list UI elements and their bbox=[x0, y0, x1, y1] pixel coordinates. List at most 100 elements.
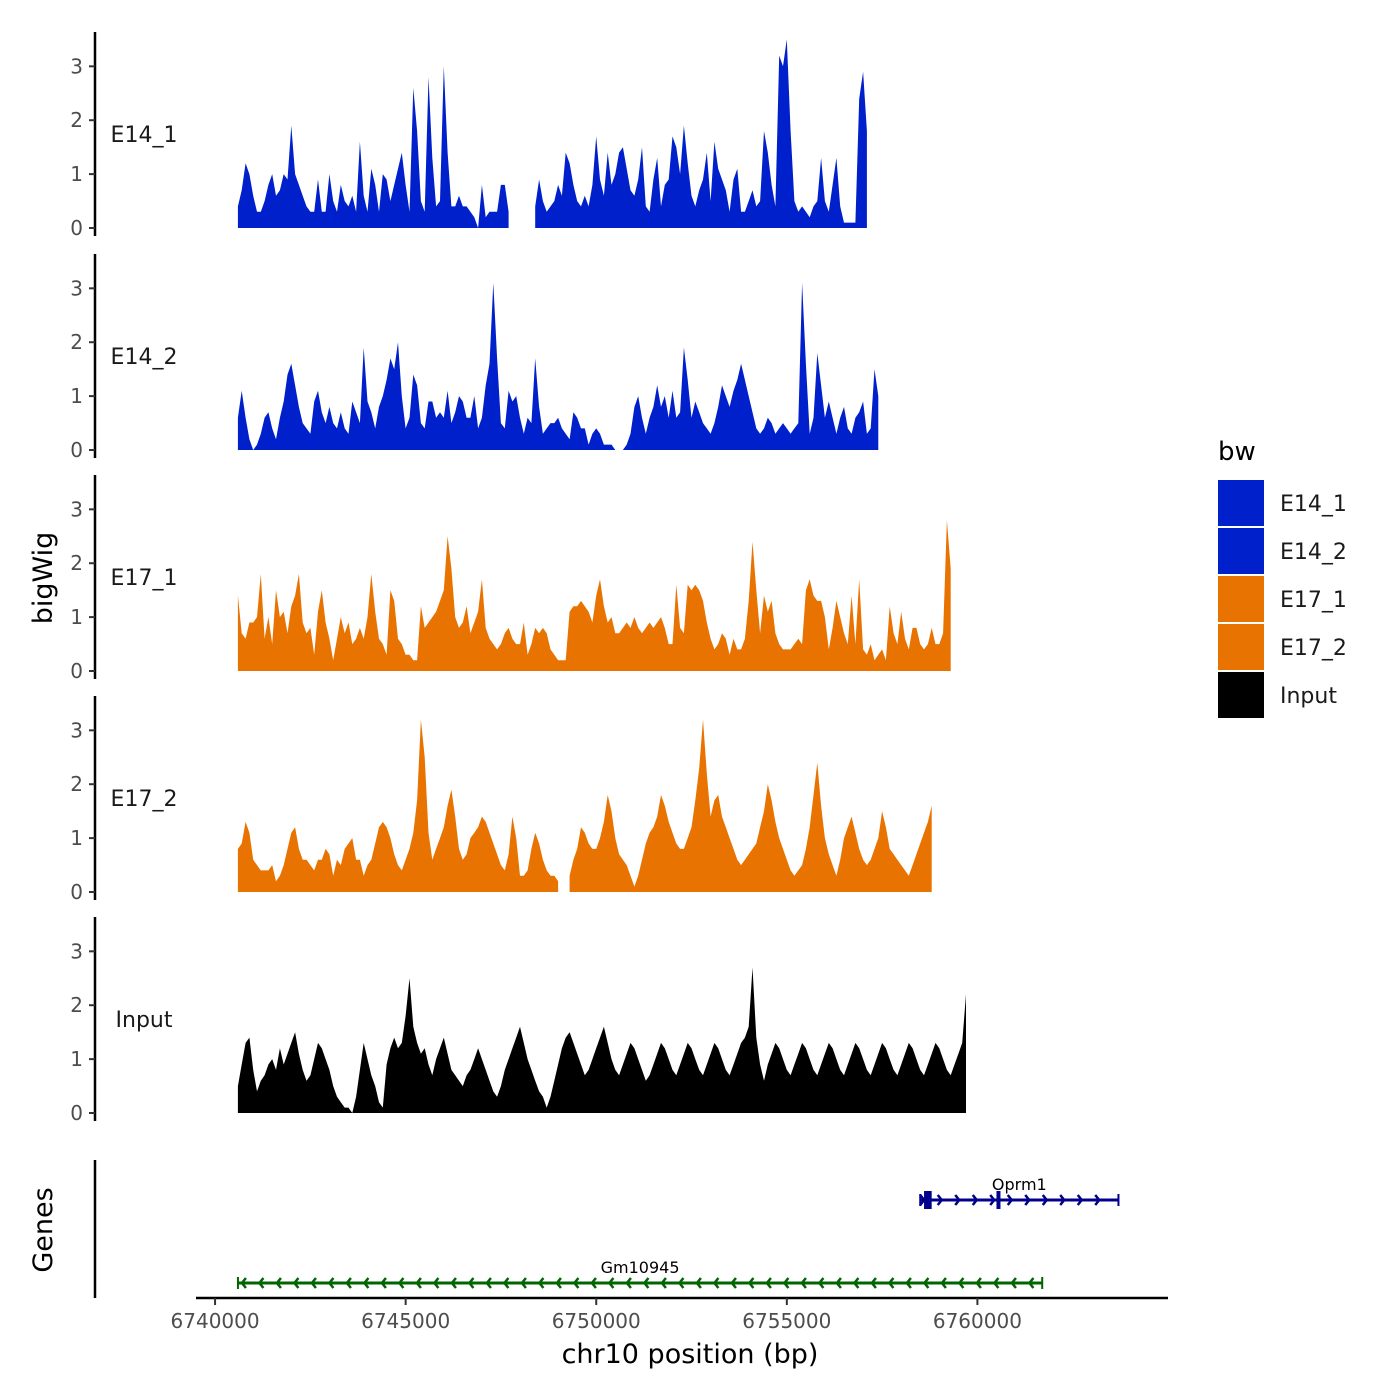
gene-arrow-oprm1-7 bbox=[1024, 1194, 1031, 1206]
gene-arrow-gm10945-1 bbox=[240, 1277, 247, 1289]
gene-arrow-oprm1-3 bbox=[954, 1194, 961, 1206]
gene-arrow-gm10945-41 bbox=[940, 1277, 947, 1289]
gene-arrow-gm10945-14 bbox=[467, 1277, 475, 1289]
gene-arrow-gm10945-31 bbox=[765, 1277, 772, 1289]
gene-arrow-gm10945-39 bbox=[905, 1277, 912, 1289]
legend-key-e14-1 bbox=[1218, 480, 1264, 526]
y-tick-label-input-0: 0 bbox=[70, 1101, 83, 1125]
x-axis-title: chr10 position (bp) bbox=[562, 1339, 819, 1370]
gene-arrow-gm10945-35 bbox=[835, 1277, 842, 1289]
gene-arrow-gm10945-30 bbox=[747, 1277, 755, 1289]
gene-arrow-gm10945-44 bbox=[992, 1277, 1000, 1289]
gene-oprm1: Oprm1 bbox=[919, 1175, 1120, 1209]
gene-arrow-gm10945-29 bbox=[730, 1277, 737, 1289]
gene-arrow-gm10945-22 bbox=[607, 1277, 615, 1289]
track-e17-1: 0 1 2 3 E17_1 bbox=[70, 475, 951, 683]
y-tick-label-e14-2-1: 1 bbox=[70, 384, 83, 408]
x-tick-label-6760000: 6760000 bbox=[933, 1309, 1022, 1333]
x-tick-label-6740000: 6740000 bbox=[171, 1309, 260, 1333]
y-tick-label-e17-2-1: 1 bbox=[70, 826, 83, 850]
gene-arrow-gm10945-34 bbox=[817, 1277, 825, 1289]
y-tick-label-e14-1-2: 2 bbox=[70, 108, 83, 132]
gene-arrow-oprm1-11 bbox=[1094, 1194, 1101, 1206]
track-e14-2: 0 1 2 3 E14_2 bbox=[70, 254, 879, 462]
gene-arrow-gm10945-18 bbox=[537, 1277, 545, 1289]
y-tick-label-e17-1-3: 3 bbox=[70, 497, 83, 521]
gene-arrow-oprm1-2 bbox=[936, 1194, 944, 1206]
genes-panel: Oprm1 Gm10945 bbox=[93, 1160, 1120, 1298]
gene-label-gm10945: Gm10945 bbox=[601, 1258, 680, 1277]
gene-exon-oprm1-1 bbox=[924, 1191, 932, 1209]
gene-arrow-gm10945-6 bbox=[327, 1277, 335, 1289]
gene-arrow-gm10945-24 bbox=[642, 1277, 650, 1289]
area-e17-2-segment-2 bbox=[569, 719, 932, 892]
gene-arrow-gm10945-2 bbox=[257, 1277, 265, 1289]
gene-arrow-oprm1-10 bbox=[1076, 1194, 1084, 1206]
legend-key-e17-2 bbox=[1218, 624, 1264, 670]
gene-arrow-oprm1-9 bbox=[1059, 1194, 1066, 1206]
legend-label-e17-1: E17_1 bbox=[1280, 588, 1347, 613]
legend-key-input bbox=[1218, 672, 1264, 718]
area-input-segment-1 bbox=[237, 967, 966, 1113]
track-e14-1: 0 1 2 3 E14_1 bbox=[70, 32, 867, 240]
track-label-e14-1: E14_1 bbox=[111, 123, 178, 148]
legend-label-e17-2: E17_2 bbox=[1280, 636, 1347, 661]
gene-arrow-gm10945-42 bbox=[957, 1277, 965, 1289]
gene-arrow-gm10945-45 bbox=[1010, 1277, 1017, 1289]
legend-key-e14-2 bbox=[1218, 528, 1264, 574]
track-input: 0 1 2 3 Input bbox=[70, 917, 966, 1125]
track-label-input: Input bbox=[116, 1008, 173, 1033]
gene-arrow-gm10945-33 bbox=[800, 1277, 807, 1289]
gene-arrow-gm10945-7 bbox=[345, 1277, 352, 1289]
gene-arrow-gm10945-27 bbox=[695, 1277, 702, 1289]
gene-arrow-gm10945-5 bbox=[310, 1277, 317, 1289]
signal-tracks: 0 1 2 3 E14_1 0 1 2 3 E14_2 0 1 2 3 E17_1 0 1 2 3 E17_2 0 1 2 3… bbox=[70, 32, 966, 1125]
gene-arrow-oprm1-4 bbox=[971, 1194, 979, 1206]
gene-label-oprm1: Oprm1 bbox=[992, 1175, 1047, 1194]
area-e14-1-segment-2 bbox=[535, 39, 867, 229]
y-tick-label-e14-2-3: 3 bbox=[70, 276, 83, 300]
x-axis: 6740000 6745000 6750000 6755000 6760000 bbox=[171, 1296, 1168, 1333]
gene-arrow-gm10945-20 bbox=[572, 1277, 580, 1289]
y-tick-label-e14-1-3: 3 bbox=[70, 54, 83, 78]
gene-arrow-gm10945-3 bbox=[275, 1277, 282, 1289]
gene-arrow-gm10945-15 bbox=[485, 1277, 492, 1289]
gene-arrow-gm10945-26 bbox=[677, 1277, 685, 1289]
y-tick-label-e14-1-0: 0 bbox=[70, 216, 83, 240]
legend-label-input: Input bbox=[1280, 684, 1337, 709]
track-label-e17-2: E17_2 bbox=[111, 787, 178, 812]
gene-arrow-gm10945-8 bbox=[362, 1277, 370, 1289]
y-tick-label-input-1: 1 bbox=[70, 1047, 83, 1071]
gene-arrow-gm10945-25 bbox=[660, 1277, 667, 1289]
gene-arrow-gm10945-19 bbox=[555, 1277, 562, 1289]
gene-arrow-gm10945-9 bbox=[380, 1277, 387, 1289]
y-axis-title-bigwig: bigWig bbox=[28, 532, 59, 625]
gene-arrow-oprm1-8 bbox=[1041, 1194, 1049, 1206]
gene-arrow-gm10945-46 bbox=[1027, 1277, 1035, 1289]
gene-exon-oprm1-2 bbox=[996, 1191, 1001, 1209]
gene-arrow-gm10945-43 bbox=[975, 1277, 982, 1289]
legend-label-e14-1: E14_1 bbox=[1280, 492, 1347, 517]
y-tick-label-e17-2-3: 3 bbox=[70, 718, 83, 742]
y-tick-label-input-2: 2 bbox=[70, 993, 83, 1017]
area-e14-1-segment-1 bbox=[237, 66, 509, 228]
gene-arrow-oprm1-6 bbox=[1006, 1194, 1014, 1206]
y-tick-label-e14-2-2: 2 bbox=[70, 330, 83, 354]
x-tick-label-6745000: 6745000 bbox=[361, 1309, 450, 1333]
y-tick-label-e17-2-0: 0 bbox=[70, 880, 83, 904]
y-tick-label-input-3: 3 bbox=[70, 939, 83, 963]
gene-arrow-gm10945-13 bbox=[450, 1277, 457, 1289]
track-label-e17-1: E17_1 bbox=[111, 566, 178, 591]
area-e17-2-segment-1 bbox=[237, 719, 559, 892]
y-tick-label-e14-1-1: 1 bbox=[70, 162, 83, 186]
gene-arrow-gm10945-17 bbox=[520, 1277, 527, 1289]
gene-arrow-oprm1-5 bbox=[989, 1194, 996, 1206]
gene-gm10945: Gm10945 bbox=[236, 1258, 1044, 1289]
gene-arrow-gm10945-11 bbox=[415, 1277, 422, 1289]
y-tick-label-e17-1-0: 0 bbox=[70, 659, 83, 683]
gene-arrow-gm10945-38 bbox=[887, 1277, 895, 1289]
x-tick-label-6755000: 6755000 bbox=[742, 1309, 831, 1333]
y-tick-label-e17-1-1: 1 bbox=[70, 605, 83, 629]
legend-label-e14-2: E14_2 bbox=[1280, 540, 1347, 565]
